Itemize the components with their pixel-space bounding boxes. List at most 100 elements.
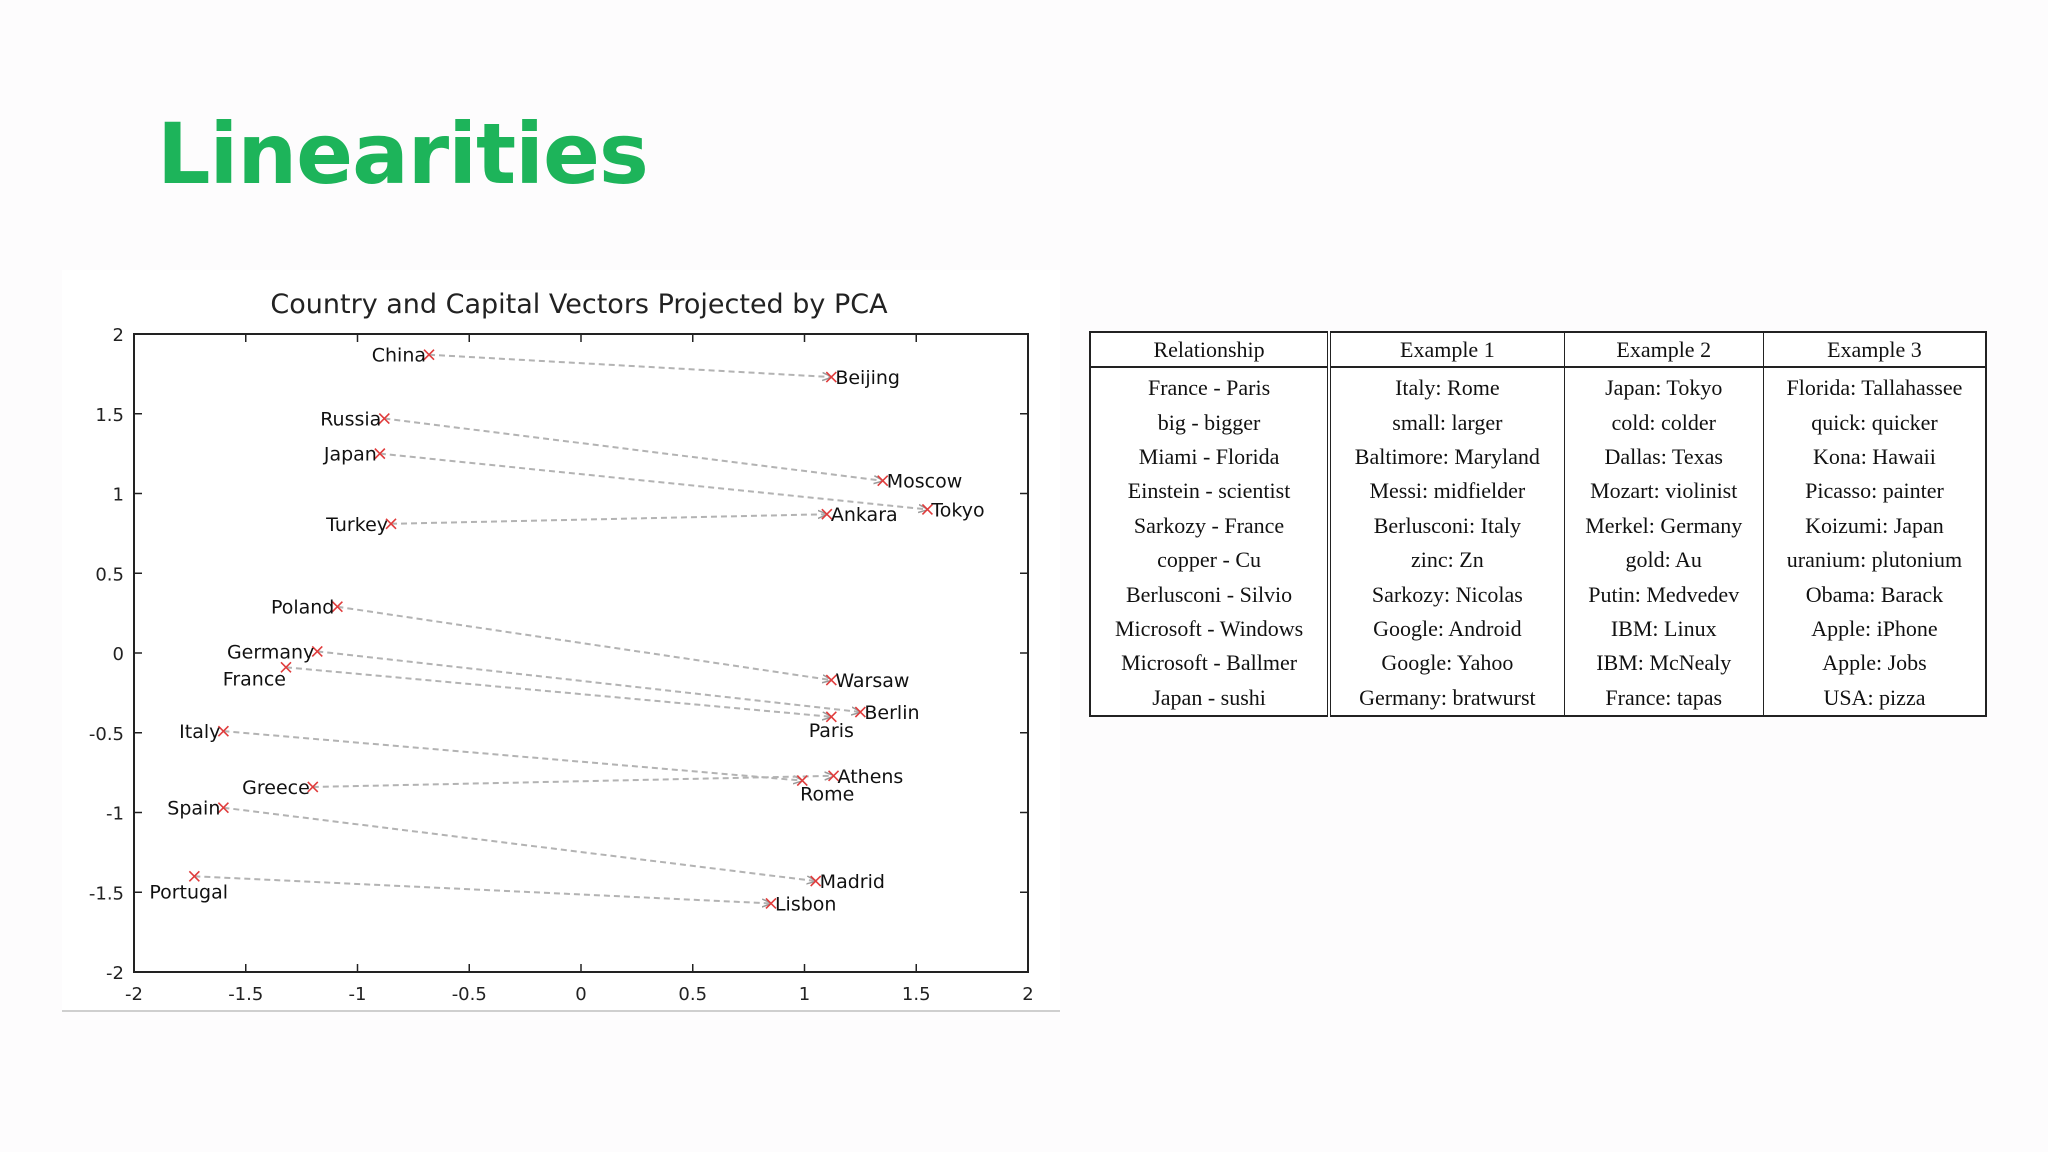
x-tick-label: 2 [1022, 984, 1033, 1005]
y-tick-label: 1 [113, 485, 124, 506]
pair-arrow [285, 666, 831, 716]
capital-label: Beijing [835, 367, 900, 389]
x-tick-label: 0 [575, 984, 586, 1005]
pair-arrow [223, 730, 802, 780]
table-cell: zinc: Zn [1328, 542, 1565, 578]
axes: -2 -1.5 -1 -0.5 0 0.5 1 1.5 2 2 1.5 1 0.5 0 -0.5 -1 -1.5… [89, 325, 1034, 1005]
header-example-1: Example 1 [1328, 332, 1565, 368]
country-label: Russia [320, 409, 381, 431]
capital-point [825, 711, 837, 723]
table-cell: Mozart: violinist [1563, 474, 1764, 509]
country-point [307, 781, 319, 793]
country-label: France [223, 668, 286, 690]
country-label: Spain [167, 798, 220, 820]
table-cell: USA: pizza [1762, 680, 1986, 716]
table-cell: quick: quicker [1762, 405, 1986, 440]
table-header-row: Relationship Example 1 Example 2 Example… [1090, 332, 1986, 368]
table-cell: Japan: Tokyo [1563, 367, 1764, 406]
capital-label: Athens [838, 766, 904, 788]
table-row: Microsoft - Ballmer Google: Yahoo IBM: McN… [1090, 646, 1986, 681]
country-label: China [372, 345, 426, 367]
table-cell: Miami - Florida [1090, 439, 1332, 475]
y-tick-label: -2 [106, 963, 124, 984]
country-label: Germany [227, 641, 314, 663]
pca-chart-svg: Country and Capital Vectors Projected by… [89, 289, 1034, 1005]
pair-arrow [384, 417, 882, 481]
capital-point [877, 475, 889, 487]
capital-point [921, 503, 933, 516]
table-cell: gold: Au [1563, 542, 1764, 578]
country-label: Poland [271, 597, 334, 619]
country-label: Japan [323, 444, 377, 466]
x-tick-label: -1.5 [228, 984, 263, 1005]
pair-arrow [312, 776, 834, 788]
country-point [311, 645, 323, 657]
country-point [217, 725, 229, 737]
country-point [217, 802, 229, 814]
table-cell: Baltimore: Maryland [1328, 439, 1565, 475]
country-point [423, 349, 435, 361]
pair-arrow [317, 650, 860, 712]
table-cell: Dallas: Texas [1563, 439, 1764, 475]
table-row: Microsoft - Windows Google: Android IBM: L… [1090, 611, 1986, 647]
table-cell: Apple: Jobs [1762, 646, 1986, 681]
country-label: Italy [179, 721, 220, 743]
table-cell: uranium: plutonium [1762, 542, 1986, 578]
table-body: France - Paris Italy: Rome Japan: Tokyo Flo… [1090, 367, 1986, 716]
table-cell: Koizumi: Japan [1762, 508, 1986, 543]
capital-label: Moscow [887, 471, 963, 493]
capital-point [796, 775, 808, 787]
capital-label: Ankara [831, 504, 898, 526]
capital-point [825, 674, 837, 686]
y-tick-label: 2 [113, 325, 124, 346]
y-tick-label: 0 [113, 644, 124, 665]
table-cell: Google: Android [1328, 611, 1565, 647]
slide-title: Linearities [157, 105, 649, 203]
table-cell: Sarkozy: Nicolas [1328, 577, 1565, 612]
table-row: Sarkozy - France Berlusconi: Italy Merkel:… [1090, 508, 1986, 543]
header-example-2: Example 2 [1563, 332, 1764, 368]
table-row: Berlusconi - Silvio Sarkozy: Nicolas Putin… [1090, 577, 1986, 612]
capital-label: Warsaw [835, 670, 909, 692]
table-cell: Picasso: painter [1762, 474, 1986, 509]
table-cell: Apple: iPhone [1762, 611, 1986, 647]
x-tick-label: 1 [799, 984, 810, 1005]
capital-label: Madrid [820, 871, 885, 893]
table-cell: Kona: Hawaii [1762, 439, 1986, 475]
y-tick-label: -0.5 [89, 724, 124, 745]
pca-chart: Country and Capital Vectors Projected by… [62, 270, 1060, 1012]
pair-arrow [194, 875, 771, 903]
table-cell: Microsoft - Ballmer [1090, 646, 1332, 681]
x-tick-label: -1 [349, 984, 367, 1005]
country-point [280, 661, 292, 673]
country-point [331, 601, 343, 613]
table-cell: France - Paris [1090, 367, 1332, 406]
table-row: big - bigger small: larger cold: colder qui… [1090, 405, 1986, 440]
capital-label: Rome [800, 784, 854, 806]
capital-point [765, 897, 777, 909]
country-label: Greece [242, 777, 310, 799]
capital-label: Lisbon [775, 893, 837, 915]
table-cell: Florida: Tallahassee [1762, 367, 1986, 406]
table-cell: Google: Yahoo [1328, 646, 1565, 681]
y-tick-label: 0.5 [95, 564, 124, 585]
pair-arrow [428, 353, 831, 377]
chart-title: Country and Capital Vectors Projected by… [270, 289, 888, 320]
arrows [194, 353, 928, 904]
capital-label: Berlin [864, 702, 919, 724]
table-cell: Japan - sushi [1090, 680, 1332, 716]
x-tick-label: -2 [125, 984, 143, 1005]
capital-point [827, 770, 840, 782]
pair-arrow [223, 806, 815, 881]
table-cell: Microsoft - Windows [1090, 611, 1332, 647]
table-cell: Einstein - scientist [1090, 474, 1332, 509]
table-cell: Merkel: Germany [1563, 508, 1764, 543]
table-cell: cold: colder [1563, 405, 1764, 440]
labels: China Beijing Russia Moscow Japan Tokyo Turkey… [149, 345, 984, 916]
capital-label: Paris [809, 720, 854, 742]
table-cell: Obama: Barack [1762, 577, 1986, 612]
capital-point [825, 371, 837, 383]
pair-arrow [379, 452, 928, 510]
table-cell: Berlusconi: Italy [1328, 508, 1565, 543]
x-tick-label: -0.5 [452, 984, 487, 1005]
